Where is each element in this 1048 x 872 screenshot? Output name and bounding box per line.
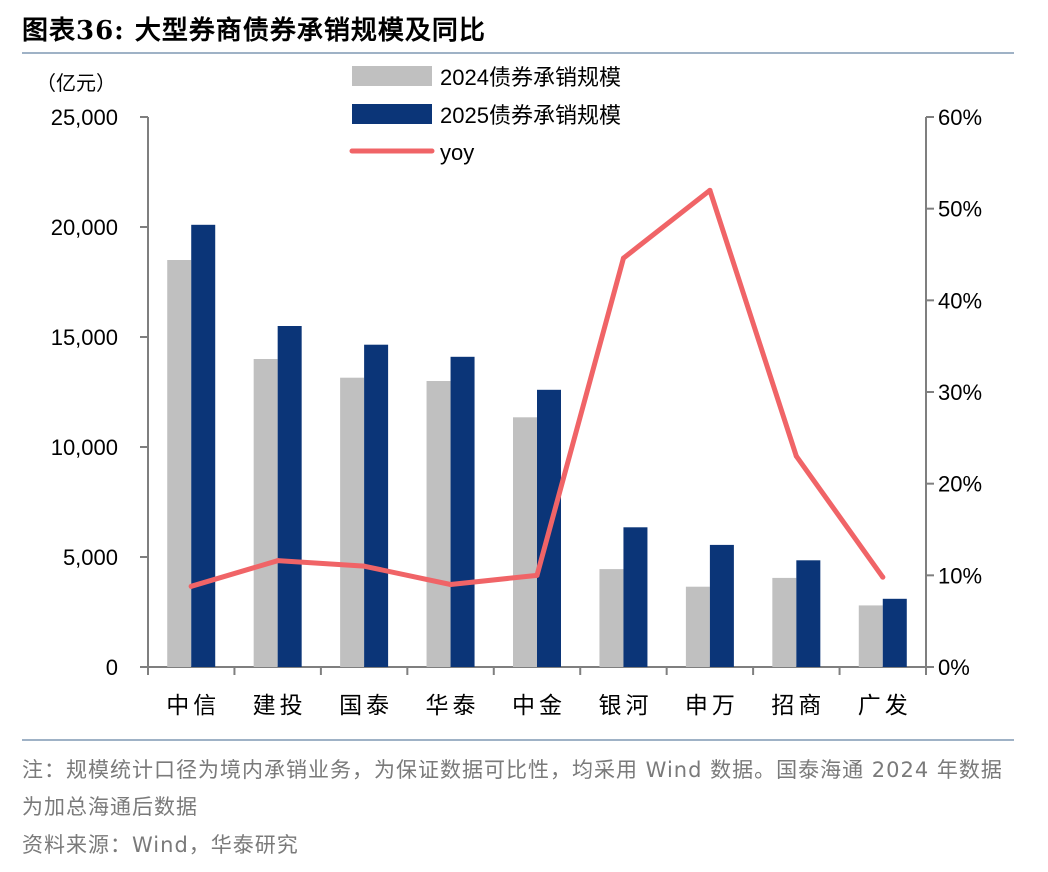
yoy-point	[448, 582, 454, 587]
chart-labels: 0 5,000 10,000 15,000 20,000 25,000 0% 10% 20% 30…	[36, 71, 982, 719]
yoy-point	[880, 574, 886, 580]
bar-2024	[253, 359, 278, 667]
legend-label-2025: 2025债券承销规模	[440, 103, 621, 128]
footnote: 注：规模统计口径为境内承销业务，为保证数据可比性，均采用 Wind 数据。国泰海…	[22, 758, 1003, 819]
legend-label-2024: 2024债券承销规模	[440, 65, 621, 90]
yoy-point	[793, 453, 799, 459]
left-tick-label: 5,000	[63, 545, 118, 570]
left-axis-unit: （亿元）	[36, 71, 116, 95]
bar-2024	[858, 605, 883, 667]
left-tick-label: 0	[106, 655, 118, 680]
yoy-point	[188, 583, 194, 589]
chart-legend: 2024债券承销规模 2025债券承销规模 yoy	[349, 65, 621, 165]
bar-2025	[796, 560, 821, 667]
category-label: 中信	[166, 693, 220, 719]
category-label: 国泰	[339, 693, 393, 719]
right-tick-label: 40%	[938, 288, 982, 313]
bar-2025	[191, 224, 216, 668]
category-label: 银河	[598, 693, 652, 719]
legend-swatch-2024	[352, 66, 432, 86]
bar-2025	[709, 544, 734, 667]
category-label: 中金	[512, 693, 566, 719]
category-label: 申万	[685, 693, 739, 719]
category-label: 招商	[771, 693, 825, 719]
yoy-point	[361, 563, 367, 569]
right-tick-label: 60%	[938, 105, 982, 130]
right-tick-label: 10%	[938, 563, 982, 588]
right-tick-label: 20%	[938, 472, 982, 497]
right-tick-label: 50%	[938, 197, 982, 222]
bar-2024	[513, 417, 537, 667]
bar-2025	[450, 356, 475, 667]
chart-line	[188, 187, 886, 589]
bar-2024	[167, 260, 192, 667]
legend-label-yoy: yoy	[440, 140, 474, 165]
left-tick-label: 25,000	[51, 105, 118, 130]
title-divider	[22, 52, 1014, 54]
category-label: 广发	[858, 693, 912, 719]
bar-2025	[277, 326, 302, 667]
bar-2024	[426, 381, 451, 667]
chart-bars	[167, 224, 907, 668]
yoy-point	[620, 255, 626, 261]
yoy-point	[275, 558, 281, 564]
bar-2025	[623, 527, 648, 667]
legend-swatch-2025	[352, 104, 432, 124]
yoy-point	[534, 572, 540, 578]
category-label: 华泰	[426, 693, 480, 719]
yoy-point	[707, 187, 713, 193]
left-tick-label: 20,000	[51, 215, 118, 240]
bar-2024	[685, 586, 710, 667]
category-label: 建投	[253, 693, 307, 719]
right-tick-label: 0%	[938, 655, 970, 680]
bar-2025	[882, 598, 907, 667]
chart: 0 5,000 10,000 15,000 20,000 25,000 0% 10% 20% 30…	[36, 65, 982, 719]
left-tick-label: 10,000	[51, 435, 118, 460]
footer-divider	[22, 739, 1014, 741]
figure-title: 图表36: 大型券商债券承销规模及同比	[22, 16, 486, 46]
left-tick-label: 15,000	[51, 325, 118, 350]
source-note: 资料来源：Wind，华泰研究	[22, 833, 299, 857]
bar-2024	[599, 569, 624, 667]
right-tick-label: 30%	[938, 380, 982, 405]
bar-2025	[364, 344, 389, 667]
bar-2024	[340, 377, 365, 667]
bar-2024	[772, 577, 797, 667]
